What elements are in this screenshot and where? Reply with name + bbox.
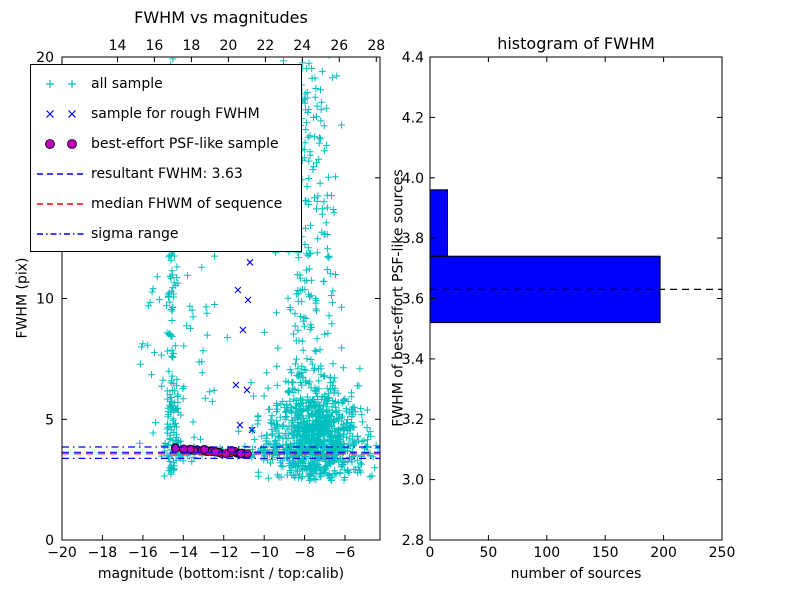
x-tick-label: 250 (709, 545, 736, 561)
histogram-bars (429, 189, 661, 324)
y-tick-label: 10 (36, 292, 54, 308)
psf-sample-point (171, 443, 181, 453)
legend-label: sigma range (91, 226, 179, 242)
legend-glyph (46, 80, 76, 88)
x-tick-label: 150 (592, 545, 619, 561)
dashdot-line-icon (31, 225, 91, 243)
legend-glyph (37, 233, 85, 235)
y-tick-label: 4.4 (402, 50, 424, 66)
scatter-rough-fwhm (179, 258, 256, 457)
legend-label: best-effort PSF-like sample (91, 136, 279, 152)
top-x-tick-label: 28 (367, 38, 385, 54)
y-tick-label: 5 (45, 412, 54, 428)
legend-label: sample for rough FWHM (91, 106, 260, 122)
x-tick-label: −20 (47, 545, 77, 561)
dashed-line-icon (31, 195, 91, 213)
right-plot-ylabel: FWHM of best-effort PSF-like sources (390, 169, 406, 427)
y-tick-label: 2.8 (402, 533, 424, 549)
right-plot-ticks: 0 50 100 150 200 250 2.8 3.0 3.2 3.4 3.6 3.8 4.0 4.2 4… (402, 50, 736, 561)
x-tick-label: 50 (479, 545, 497, 561)
y-tick-label: 3.8 (402, 231, 424, 247)
top-x-tick-label: 14 (109, 38, 127, 54)
y-tick-label: 0 (45, 533, 54, 549)
scatter-psf-sample (170, 443, 252, 460)
legend-item-sigma-range: sigma range (31, 219, 301, 249)
legend-glyph (46, 110, 76, 118)
x-tick-label: 100 (533, 545, 560, 561)
legend-item-resultant-fwhm: resultant FWHM: 3.63 (31, 159, 301, 189)
x-tick-label: 200 (650, 545, 677, 561)
right-plot-title: histogram of FWHM (497, 34, 655, 53)
left-plot-xlabel: magnitude (bottom:isnt / top:calib) (97, 566, 345, 582)
circle-marker-icon (31, 135, 91, 153)
legend-label: resultant FWHM: 3.63 (91, 166, 243, 182)
legend-item-psf-sample: best-effort PSF-like sample (31, 129, 301, 159)
x-tick-label: 0 (426, 545, 435, 561)
legend-glyph (45, 139, 77, 149)
histogram-bar (429, 189, 448, 257)
dashed-line-icon (31, 165, 91, 183)
reference-lines (62, 446, 380, 459)
top-x-tick-label: 18 (182, 38, 200, 54)
legend-label: all sample (91, 76, 163, 92)
legend-glyph (37, 173, 85, 175)
x-tick-label: −16 (128, 545, 158, 561)
legend-item-all-sample: all sample (31, 69, 301, 99)
x-tick-label: −12 (209, 545, 239, 561)
left-plot-title: FWHM vs magnitudes (134, 8, 308, 27)
y-tick-label: 20 (36, 50, 54, 66)
top-x-tick-label: 20 (219, 38, 237, 54)
x-tick-label: −18 (88, 545, 118, 561)
y-tick-label: 3.4 (402, 352, 424, 368)
right-plot-xlabel: number of sources (510, 566, 642, 582)
y-tick-label: 3.6 (402, 292, 424, 308)
x-tick-label: −8 (294, 545, 315, 561)
legend: all sample sample for rough FWHM best-ef… (30, 64, 302, 252)
top-x-tick-label: 16 (145, 38, 163, 54)
y-tick-label: 4.2 (402, 110, 424, 126)
y-tick-label: 4.0 (402, 171, 424, 187)
y-tick-label: 3.2 (402, 412, 424, 428)
y-tick-label: 3.0 (402, 473, 424, 489)
legend-glyph (37, 203, 85, 205)
x-tick-label: −10 (249, 545, 279, 561)
left-plot-ylabel: FWHM (pix) (14, 257, 30, 339)
top-x-tick-label: 24 (293, 38, 311, 54)
legend-label: median FHWM of sequence (91, 196, 283, 212)
x-marker-icon (31, 105, 91, 123)
psf-sample-point (200, 444, 210, 454)
top-x-tick-label: 26 (330, 38, 348, 54)
legend-item-median-fwhm: median FHWM of sequence (31, 189, 301, 219)
rough-fwhm-points (179, 258, 256, 457)
x-tick-label: −6 (335, 545, 356, 561)
top-x-tick-label: 22 (256, 38, 274, 54)
plus-marker-icon (31, 75, 91, 93)
x-tick-label: −14 (169, 545, 199, 561)
legend-item-rough-fwhm: sample for rough FWHM (31, 99, 301, 129)
